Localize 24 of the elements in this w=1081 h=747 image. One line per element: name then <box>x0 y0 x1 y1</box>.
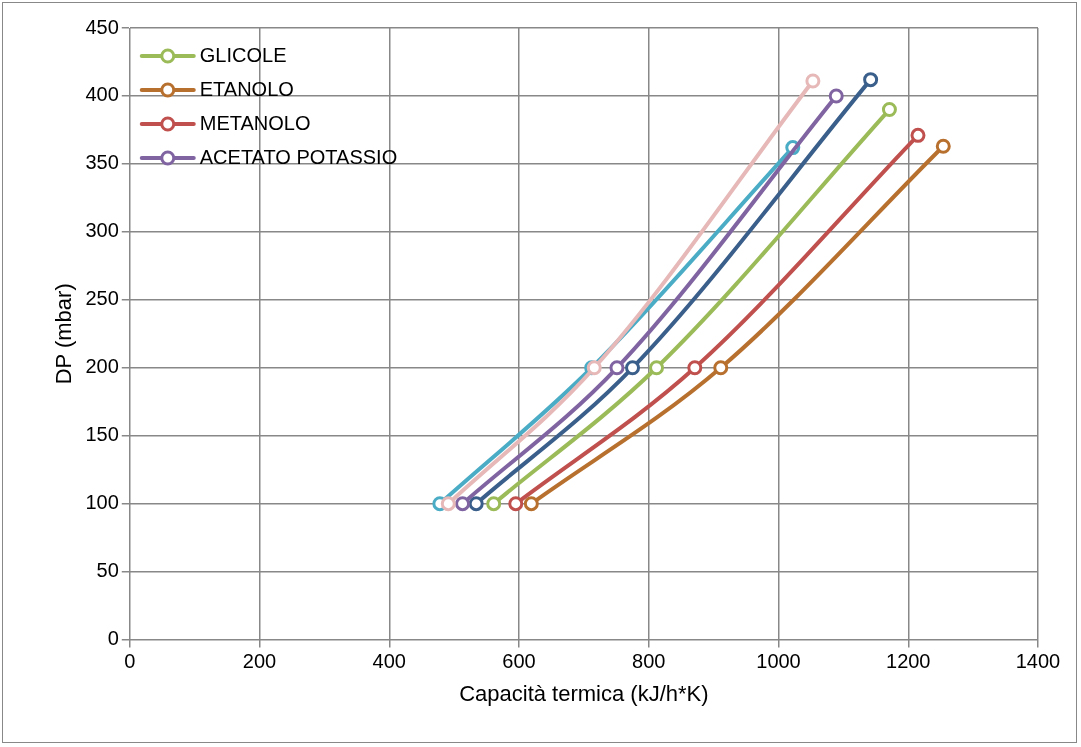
y-axis-title: DP (mbar) <box>51 283 77 385</box>
x-axis-title: Capacità termica (kJ/h*K) <box>459 680 709 706</box>
x-tick-label: 600 <box>502 650 536 673</box>
legend-label: METANOLO <box>199 111 311 134</box>
x-tick-label: 1400 <box>1015 650 1061 673</box>
x-tick-label: 400 <box>372 650 406 673</box>
y-tick-label: 300 <box>85 219 119 242</box>
y-tick-label: 200 <box>85 355 119 378</box>
y-tick-label: 250 <box>85 287 119 310</box>
x-tick-label: 800 <box>632 650 666 673</box>
x-tick-label: 1000 <box>756 650 801 673</box>
legend-label: ETANOLO <box>199 77 294 100</box>
y-tick-label: 50 <box>96 559 119 582</box>
y-tick-label: 0 <box>107 627 119 650</box>
x-tick-label: 0 <box>124 650 136 673</box>
x-tick-label: 200 <box>242 650 277 673</box>
y-tick-label: 150 <box>85 423 119 446</box>
y-tick-label: 100 <box>85 491 119 514</box>
x-tick-label: 1200 <box>886 650 931 673</box>
legend-label: GLICOLE <box>199 43 287 66</box>
y-tick-label: 350 <box>85 151 119 174</box>
legend-label: ACETATO POTASSIO <box>199 145 398 168</box>
y-tick-label: 450 <box>85 15 119 38</box>
y-tick-label: 400 <box>85 83 119 106</box>
